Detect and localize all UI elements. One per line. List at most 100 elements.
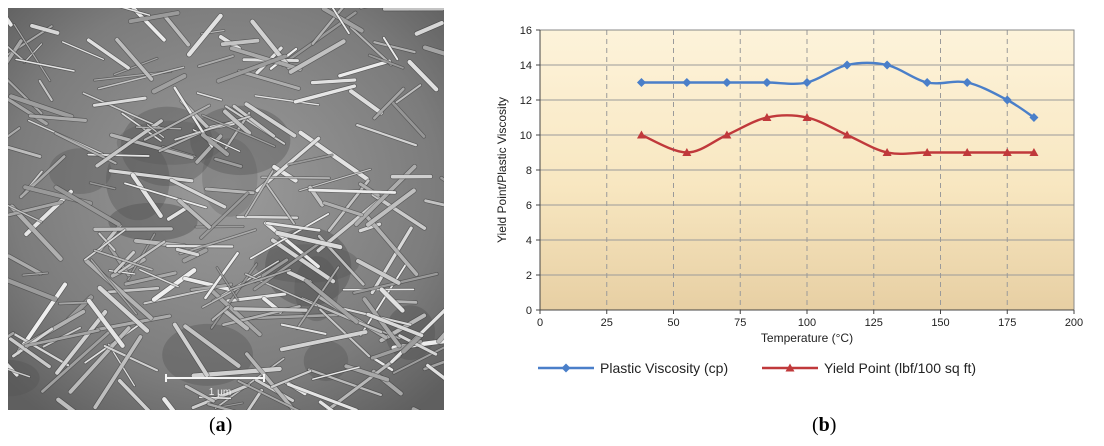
sem-fiber bbox=[379, 287, 405, 313]
sem-fiber bbox=[113, 57, 158, 76]
sem-fiber bbox=[414, 20, 444, 36]
sem-fiber bbox=[93, 249, 153, 271]
sem-fiber bbox=[61, 41, 105, 60]
sem-fiber bbox=[8, 362, 19, 377]
sem-fiber bbox=[117, 378, 151, 410]
sem-fiber bbox=[249, 313, 339, 320]
sem-fiber bbox=[41, 331, 110, 393]
sem-fiber bbox=[84, 229, 126, 261]
legend: Plastic Viscosity (cp) Yield Point (lbf/1… bbox=[538, 360, 976, 376]
sem-fiber bbox=[54, 185, 121, 227]
sem-fiber bbox=[135, 126, 182, 130]
sem-fiber bbox=[373, 41, 416, 54]
sem-fiber bbox=[286, 382, 358, 410]
sem-fiber bbox=[304, 278, 359, 324]
sem-fiber bbox=[89, 182, 116, 190]
sem-fiber bbox=[356, 123, 417, 147]
sem-fiber bbox=[8, 204, 43, 223]
data-point-plastic-viscosity bbox=[842, 60, 852, 70]
y-tick-label: 12 bbox=[520, 95, 532, 107]
data-point-yield-point bbox=[922, 148, 932, 156]
sem-fiber bbox=[229, 46, 302, 72]
sem-fiber bbox=[236, 215, 299, 219]
x-tick-label: 175 bbox=[998, 317, 1016, 329]
sem-fiber bbox=[298, 130, 369, 181]
sem-fiber bbox=[270, 238, 336, 284]
sem-fiber bbox=[349, 26, 393, 66]
sem-fiber bbox=[103, 344, 159, 372]
sem-fiber bbox=[296, 266, 340, 330]
sem-fiber bbox=[84, 258, 153, 320]
x-tick-label: 200 bbox=[1065, 317, 1083, 329]
sem-fiber bbox=[319, 308, 371, 358]
sem-fiber bbox=[368, 54, 404, 69]
data-point-yield-point bbox=[762, 113, 772, 121]
sem-fiber bbox=[162, 397, 176, 410]
data-point-yield-point bbox=[842, 130, 852, 139]
sem-fiber bbox=[331, 8, 350, 35]
x-tick-label: 75 bbox=[734, 317, 746, 329]
sem-shadow bbox=[8, 359, 40, 397]
sem-fiber bbox=[246, 388, 264, 410]
data-point-plastic-viscosity bbox=[682, 78, 692, 87]
sem-fiber bbox=[204, 187, 255, 195]
sem-fiber bbox=[121, 8, 151, 16]
data-point-plastic-viscosity bbox=[1029, 113, 1039, 122]
sem-fiber bbox=[275, 230, 343, 250]
sem-fiber bbox=[15, 58, 75, 72]
sem-fiber bbox=[216, 266, 239, 301]
sem-fiber bbox=[349, 89, 383, 115]
legend-item-yield-point: Yield Point (lbf/100 sq ft) bbox=[762, 360, 976, 376]
sem-fiber bbox=[115, 37, 154, 81]
sem-fiber bbox=[229, 268, 291, 291]
sem-fiber bbox=[109, 133, 194, 160]
sem-fiber bbox=[56, 397, 76, 410]
sem-fiber bbox=[55, 310, 108, 375]
sem-fiber bbox=[201, 133, 229, 157]
sem-fiber bbox=[90, 259, 138, 315]
sem-fiber bbox=[139, 269, 179, 288]
sem-fiber bbox=[108, 246, 131, 277]
sem-fiber bbox=[424, 199, 444, 207]
sem-fiber bbox=[118, 240, 166, 274]
sem-fiber bbox=[177, 198, 212, 229]
sem-fiber bbox=[191, 383, 250, 410]
data-point-yield-point bbox=[962, 148, 972, 156]
y-tick-label: 6 bbox=[526, 200, 532, 212]
data-point-yield-point bbox=[636, 130, 646, 139]
sem-fiber bbox=[220, 38, 260, 47]
sem-fiber bbox=[327, 179, 370, 232]
sem-fiber bbox=[97, 285, 150, 333]
sem-fiber bbox=[8, 97, 48, 126]
sem-fiber bbox=[373, 87, 405, 120]
data-point-plastic-viscosity bbox=[762, 78, 772, 87]
sem-fiber bbox=[261, 176, 331, 179]
series-yield-point bbox=[636, 113, 1039, 156]
sem-fiber bbox=[163, 14, 191, 47]
data-point-plastic-viscosity bbox=[636, 78, 646, 87]
sem-fiber bbox=[365, 188, 416, 227]
line-chart: 0 2 4 6 8 10 12 14 16 0 25 50 75 100 125 150 175 200 Yie… bbox=[495, 25, 1083, 376]
sem-fiber bbox=[364, 213, 419, 277]
sem-fiber bbox=[186, 13, 223, 57]
sem-fiber bbox=[280, 323, 327, 335]
sem-fiber bbox=[124, 271, 177, 286]
sem-fiber bbox=[264, 221, 320, 269]
sem-fiber bbox=[265, 183, 296, 225]
sem-fiber bbox=[423, 360, 444, 371]
sem-fiber bbox=[288, 39, 346, 74]
sem-fiber bbox=[13, 23, 51, 82]
sem-fiber bbox=[359, 263, 408, 337]
y-tick-label: 16 bbox=[520, 25, 532, 37]
y-tick-label: 10 bbox=[520, 130, 532, 142]
sem-fiber bbox=[175, 247, 200, 257]
legend-marker-yield-point bbox=[785, 363, 795, 372]
sem-fiber bbox=[93, 335, 143, 410]
caption-b-letter: b bbox=[818, 414, 830, 436]
caption-b: (b) bbox=[812, 414, 837, 436]
sem-fiber bbox=[184, 384, 215, 403]
legend-label-yield-point: Yield Point (lbf/100 sq ft) bbox=[824, 360, 976, 376]
sem-fiber bbox=[128, 11, 180, 24]
sem-fiber bbox=[92, 96, 147, 107]
sem-fiber bbox=[223, 309, 249, 331]
